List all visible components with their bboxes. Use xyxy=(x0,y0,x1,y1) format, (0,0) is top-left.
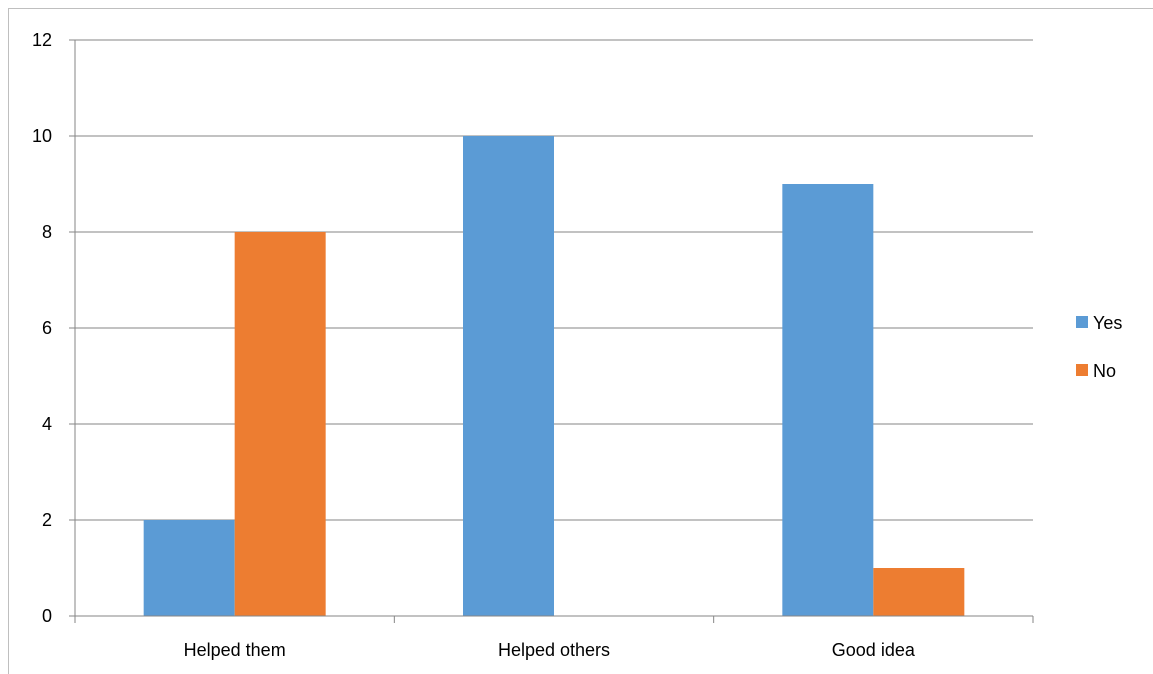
bar-yes-1 xyxy=(143,520,235,616)
y-tick-label: 2 xyxy=(42,510,52,530)
bar-yes-2 xyxy=(463,136,554,616)
y-tick-label: 10 xyxy=(32,126,52,146)
bar-yes-3 xyxy=(782,184,874,616)
y-tick-label: 4 xyxy=(42,414,52,434)
bar-no-1 xyxy=(234,232,326,616)
legend-swatch-yes xyxy=(1076,316,1088,328)
y-tick-label: 12 xyxy=(32,30,52,50)
bar-no-3 xyxy=(873,568,965,616)
x-tick-label: Good idea xyxy=(832,640,916,660)
x-tick-label: Helped them xyxy=(184,640,286,660)
y-tick-label: 0 xyxy=(42,606,52,626)
y-axis-tick-labels: 0 2 4 6 8 10 12 xyxy=(32,30,52,626)
legend: Yes No xyxy=(1076,313,1122,381)
legend-swatch-no xyxy=(1076,364,1088,376)
axes xyxy=(69,39,1034,623)
y-tick-label: 6 xyxy=(42,318,52,338)
legend-label-yes: Yes xyxy=(1093,313,1122,333)
x-axis-tick-labels: Helped them Helped others Good idea xyxy=(184,640,916,660)
bars xyxy=(143,136,965,616)
y-tick-label: 8 xyxy=(42,222,52,242)
x-tick-label: Helped others xyxy=(498,640,610,660)
legend-label-no: No xyxy=(1093,361,1116,381)
